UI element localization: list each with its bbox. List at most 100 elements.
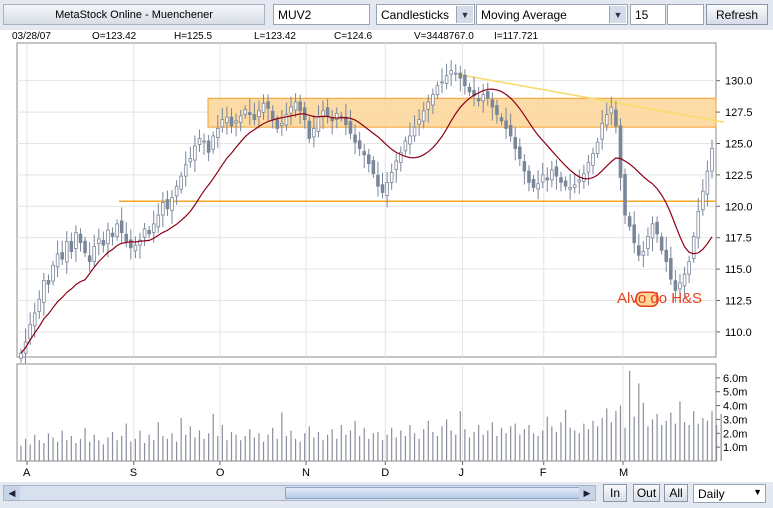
- scroll-right-icon[interactable]: ▶: [579, 486, 595, 500]
- candle-body: [353, 134, 357, 143]
- horizontal-scrollbar[interactable]: ◀ ▶: [3, 485, 596, 501]
- candle-body: [467, 86, 472, 93]
- candle-body: [106, 229, 110, 245]
- candle-body: [389, 171, 394, 183]
- candle-body: [591, 153, 595, 166]
- period-input[interactable]: [630, 4, 666, 25]
- show-all-button[interactable]: All: [664, 484, 688, 502]
- candle-body: [421, 110, 426, 122]
- candle-body: [312, 128, 316, 138]
- candle-body: [357, 140, 362, 149]
- candle-body: [408, 135, 412, 145]
- candle-body: [627, 216, 632, 227]
- scroll-left-icon[interactable]: ◀: [4, 486, 20, 500]
- scroll-thumb[interactable]: [285, 487, 587, 499]
- candle-body: [440, 81, 444, 84]
- candle-body: [174, 185, 179, 197]
- candle-body: [431, 94, 435, 106]
- candle-body: [170, 197, 174, 211]
- candle-body: [206, 140, 211, 153]
- price-tick-label: 125.0: [725, 138, 753, 150]
- candle-body: [403, 140, 408, 152]
- candle-body: [623, 173, 627, 216]
- symbol-input[interactable]: [273, 4, 370, 25]
- candle-body: [463, 74, 467, 87]
- indicator-select[interactable]: Moving Average ▼: [476, 4, 628, 25]
- candle-body: [604, 114, 609, 126]
- candle-body: [211, 135, 215, 150]
- chart-type-select[interactable]: Candlesticks ▼: [376, 4, 475, 25]
- quote-date: 03/28/07: [12, 31, 51, 42]
- quote-indicator: I=117.721: [494, 31, 539, 42]
- candle-body: [646, 236, 650, 249]
- candle-body: [495, 105, 499, 115]
- candle-body: [37, 298, 42, 312]
- volume-tick-label: 4.0m: [723, 401, 747, 413]
- candle-body: [165, 199, 170, 210]
- candle-body: [426, 101, 431, 110]
- candle-body: [46, 279, 51, 285]
- candle-body: [531, 179, 536, 188]
- candle-body: [659, 236, 664, 251]
- volume-tick-label: 6.0m: [723, 373, 747, 385]
- candle-body: [243, 109, 248, 115]
- candle-body: [270, 110, 275, 121]
- candle-body: [115, 223, 119, 237]
- interval-value: Daily: [698, 487, 725, 501]
- candle-body: [664, 249, 669, 262]
- price-chart[interactable]: 130.0 127.5 125.0 122.5 120.0 117.5 115.0 112.5…: [0, 0, 773, 482]
- target-annotation: Alvo do H&S: [617, 290, 702, 307]
- candle-body: [289, 106, 293, 114]
- candle-body: [101, 240, 106, 246]
- candle-body: [504, 120, 508, 129]
- candle-body: [69, 241, 74, 252]
- candle-body: [673, 280, 678, 291]
- price-tick-label: 127.5: [725, 107, 753, 119]
- candle-body: [83, 240, 87, 254]
- interval-select[interactable]: Daily ▼: [693, 484, 766, 503]
- candle-body: [618, 125, 623, 178]
- chart-grid: [16, 42, 717, 462]
- candle-body: [156, 214, 161, 228]
- candle-body: [87, 255, 92, 262]
- month-tick-label: A: [23, 467, 31, 479]
- candle-body: [449, 70, 453, 75]
- candle-body: [202, 140, 206, 143]
- candle-body: [682, 273, 687, 287]
- candle-body: [179, 175, 183, 190]
- candle-body: [701, 190, 705, 211]
- candle-body: [550, 169, 554, 181]
- zoom-out-button[interactable]: Out: [633, 484, 660, 502]
- quote-close: C=124.6: [334, 31, 373, 42]
- candle-body: [568, 187, 572, 190]
- candle-body: [97, 238, 101, 244]
- zoom-in-button[interactable]: In: [603, 484, 627, 502]
- candle-body: [334, 112, 339, 120]
- candle-body: [490, 99, 495, 108]
- candle-body: [129, 239, 133, 249]
- candle-body: [348, 121, 353, 134]
- candle-body: [522, 161, 527, 172]
- price-tick-label: 110.0: [725, 327, 752, 339]
- candle-body: [307, 120, 312, 139]
- refresh-button[interactable]: Refresh: [706, 4, 768, 25]
- candle-body: [151, 223, 156, 233]
- candlestick-series: [19, 60, 714, 364]
- candle-body: [545, 177, 550, 181]
- price-tick-label: 122.5: [725, 170, 753, 182]
- candle-body: [234, 120, 238, 124]
- candle-body: [417, 119, 421, 125]
- month-tick-label: F: [540, 467, 547, 479]
- candle-body: [225, 116, 229, 124]
- parameter-field[interactable]: [667, 4, 704, 25]
- candle-body: [559, 177, 563, 183]
- candle-body: [453, 72, 458, 75]
- window-title: MetaStock Online - Muenchener: [3, 4, 265, 25]
- candle-body: [394, 160, 399, 170]
- candle-body: [614, 109, 618, 127]
- month-tick-label: N: [302, 467, 310, 479]
- candle-body: [380, 184, 385, 193]
- candle-body: [60, 252, 64, 260]
- candle-body: [678, 282, 682, 290]
- candle-body: [518, 146, 522, 159]
